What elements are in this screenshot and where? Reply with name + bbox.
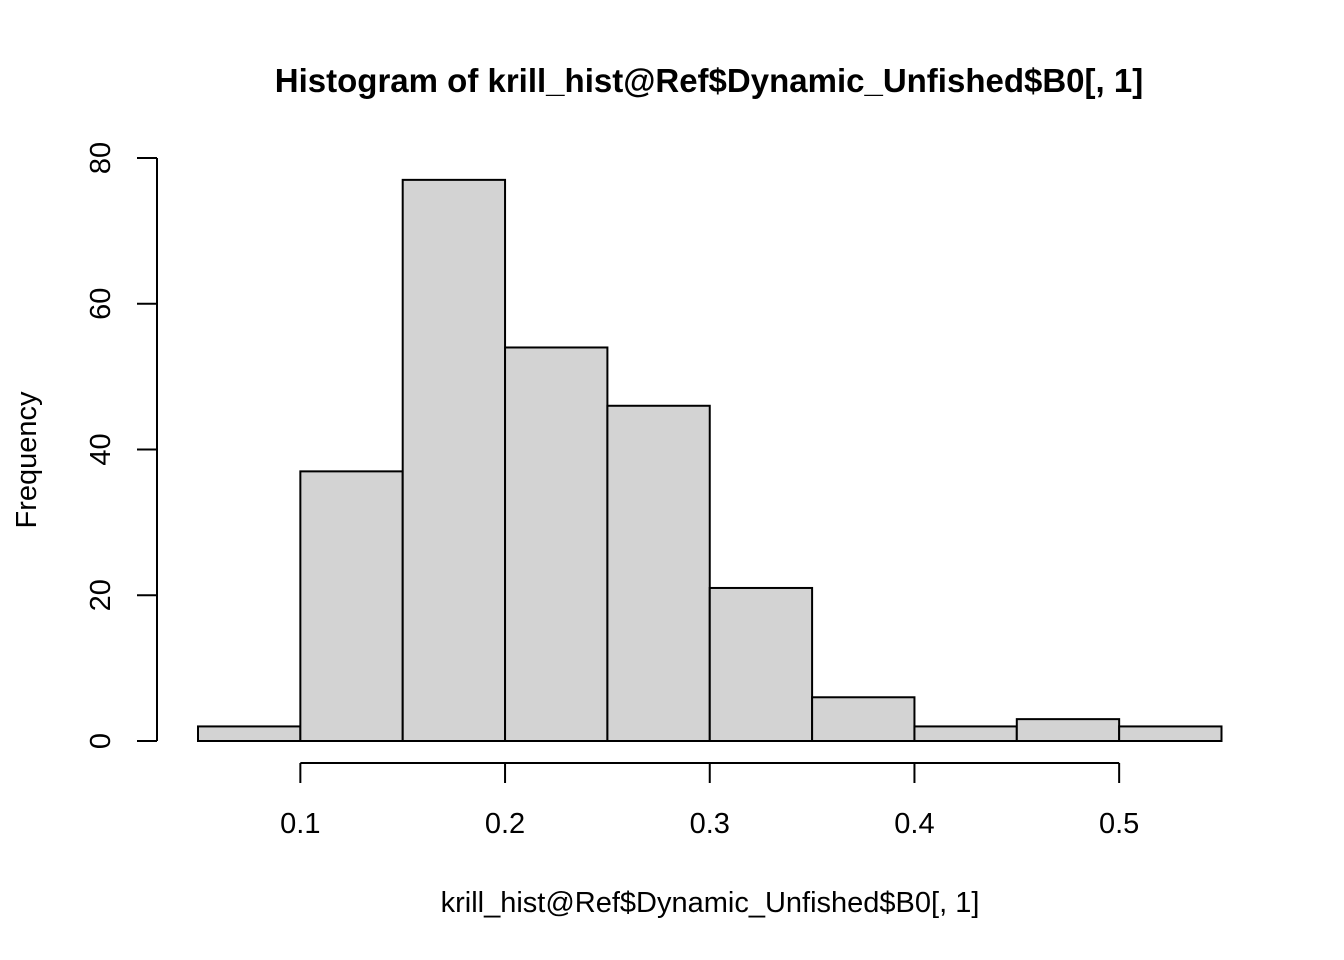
histogram-bar-8	[1015, 718, 1121, 743]
x-axis: 0.1 0.2 0.3 0.4 0.5	[280, 762, 1139, 840]
x-tick-label-4: 0.5	[1099, 808, 1139, 840]
histogram-bar-9	[1118, 725, 1223, 742]
y-tick-label-3: 60	[85, 288, 117, 320]
histogram-bar-5	[708, 586, 814, 743]
x-axis-label: krill_hist@Ref$Dynamic_Unfished$B0[, 1]	[441, 887, 980, 919]
y-tick-label-1: 20	[85, 579, 117, 611]
x-tick-label-0: 0.1	[280, 808, 320, 840]
histogram-bar-4	[606, 404, 711, 742]
histogram-bar-2	[401, 178, 507, 743]
histogram-bar-7	[913, 725, 1018, 742]
histogram-bar-1	[299, 470, 404, 742]
chart-title: Histogram of krill_hist@Ref$Dynamic_Unfi…	[275, 62, 1143, 99]
y-tick-label-4: 80	[85, 142, 117, 174]
x-tick-label-1: 0.2	[485, 808, 525, 840]
bars-group	[197, 178, 1223, 743]
histogram-bar-3	[504, 346, 609, 742]
y-tick-label-0: 0	[85, 733, 117, 749]
y-tick-label-2: 40	[85, 433, 117, 465]
y-axis: 0 20 40 60 80	[85, 142, 158, 749]
x-tick-label-3: 0.4	[894, 808, 934, 840]
histogram-bar-6	[811, 696, 916, 743]
histogram-bar-0	[197, 725, 302, 742]
x-tick-label-2: 0.3	[690, 808, 730, 840]
y-axis-label: Frequency	[11, 391, 43, 529]
